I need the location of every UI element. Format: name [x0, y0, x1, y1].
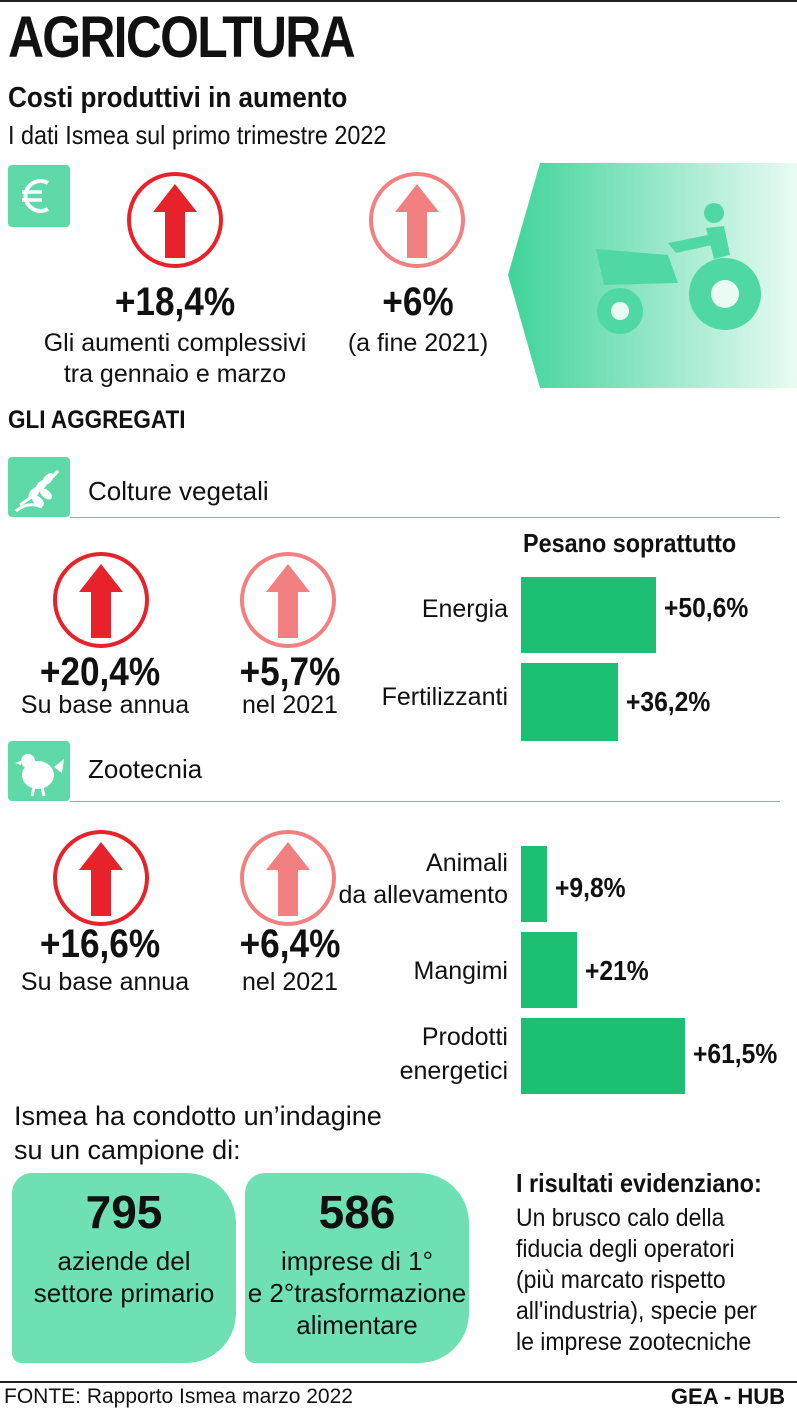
- zootecnia-year-caption: nel 2021: [242, 968, 338, 996]
- results-line: fiducia degli operatori: [516, 1235, 735, 1263]
- survey-box-aziende-text-1: aziende del: [57, 1246, 191, 1276]
- zootecnia-annual-arrow-icon: [53, 830, 149, 926]
- zoo-bar-label-animali-2: da allevamento: [338, 881, 508, 909]
- results-line: (più marcato rispetto: [516, 1266, 726, 1294]
- colture-bar-value-fertilizzanti: +36,2%: [626, 686, 711, 717]
- pesano-title: Pesano soprattutto: [523, 528, 737, 558]
- footer-rule: [0, 1381, 797, 1383]
- colture-bar-label-energia: Energia: [421, 595, 508, 623]
- zoo-bar-label-animali-1: Animali: [426, 849, 508, 877]
- top-rule: [0, 0, 797, 2]
- increase-arrow-light-icon: [369, 172, 465, 268]
- footer-credit: GEA - HUB: [670, 1384, 785, 1409]
- tractor-icon: [596, 203, 761, 334]
- zoo-bar-prodotti-energetici: [521, 1018, 685, 1094]
- zootecnia-annual-caption: Su base annua: [20, 968, 190, 996]
- results-line: le imprese zootecniche: [516, 1328, 752, 1356]
- wheat-icon: [8, 457, 70, 517]
- page-subtitle: Costi produttivi in aumento: [8, 82, 348, 114]
- zootecnia-year-value: +6,4%: [239, 922, 341, 966]
- page-subsubtitle: I dati Ismea sul primo trimestre 2022: [8, 120, 387, 150]
- increase-arrow-icon: [127, 172, 223, 268]
- section-title: GLI AGGREGATI: [8, 406, 186, 434]
- survey-box-imprese: 586 imprese di 1° e 2°trasformazione ali…: [245, 1173, 469, 1363]
- overall-prev-caption: (a fine 2021): [347, 329, 489, 357]
- colture-rule: [70, 517, 780, 518]
- colture-annual-value: +20,4%: [39, 650, 161, 694]
- survey-box-aziende: 795 aziende del settore primario: [12, 1173, 236, 1363]
- colture-bar-fertilizzanti: [521, 663, 618, 741]
- zoo-bar-value-mangimi: +21%: [585, 955, 649, 986]
- zoo-bar-label-prodotti-1: Prodotti: [421, 1023, 508, 1051]
- results-text: Un brusco calo della fiducia degli opera…: [516, 1203, 757, 1358]
- zoo-bar-value-animali: +9,8%: [555, 872, 626, 903]
- survey-box-aziende-text-2: settore primario: [33, 1278, 215, 1308]
- page-title: AGRICOLTURA: [8, 5, 356, 70]
- tractor-panel: [508, 163, 797, 388]
- results-heading: I risultati evidenziano:: [516, 1168, 762, 1198]
- zootecnia-label: Zootecnia: [88, 754, 203, 784]
- zoo-bar-label-mangimi: Mangimi: [413, 957, 508, 985]
- survey-box-imprese-text-3: alimentare: [296, 1310, 418, 1340]
- colture-bar-energia: [521, 577, 656, 653]
- overall-prev-value: +6%: [382, 280, 454, 324]
- zoo-bar-mangimi: [521, 932, 577, 1008]
- survey-box-imprese-text-1: imprese di 1°: [280, 1246, 433, 1276]
- colture-year-arrow-icon: [240, 552, 336, 648]
- colture-year-value: +5,7%: [239, 650, 341, 694]
- survey-intro-line-2: su un campione di:: [14, 1135, 241, 1165]
- overall-main-value: +18,4%: [114, 280, 236, 324]
- chicken-icon: [8, 741, 70, 801]
- euro-icon: [8, 165, 70, 227]
- zootecnia-annual-value: +16,6%: [39, 922, 161, 966]
- survey-box-imprese-text-2: e 2°trasformazione: [247, 1278, 467, 1308]
- zoo-bar-value-prodotti-energetici: +61,5%: [693, 1038, 778, 1069]
- colture-annual-caption: Su base annua: [20, 691, 190, 719]
- colture-bar-value-energia: +50,6%: [664, 592, 749, 623]
- colture-bar-label-fertilizzanti: Fertilizzanti: [381, 683, 508, 711]
- survey-box-aziende-number: 795: [85, 1186, 163, 1238]
- results-line: Un brusco calo della: [516, 1204, 725, 1232]
- overall-main-caption-2: tra gennaio e marzo: [63, 360, 287, 388]
- survey-intro-line-1: Ismea ha condotto un’indagine: [14, 1101, 382, 1131]
- zoo-bar-label-prodotti-2: energetici: [399, 1057, 508, 1085]
- results-line: all'industria), specie per: [516, 1297, 757, 1325]
- zootecnia-rule: [70, 801, 780, 802]
- footer-source: FONTE: Rapporto Ismea marzo 2022: [4, 1385, 353, 1408]
- survey-box-imprese-number: 586: [318, 1186, 396, 1238]
- colture-annual-arrow-icon: [53, 552, 149, 648]
- colture-year-caption: nel 2021: [242, 691, 338, 719]
- zootecnia-year-arrow-icon: [240, 830, 336, 926]
- survey-intro: Ismea ha condotto un’indagine su un camp…: [14, 1099, 382, 1167]
- colture-label: Colture vegetali: [88, 476, 269, 506]
- zoo-bar-animali: [521, 846, 547, 922]
- overall-main-caption-1: Gli aumenti complessivi: [43, 329, 307, 357]
